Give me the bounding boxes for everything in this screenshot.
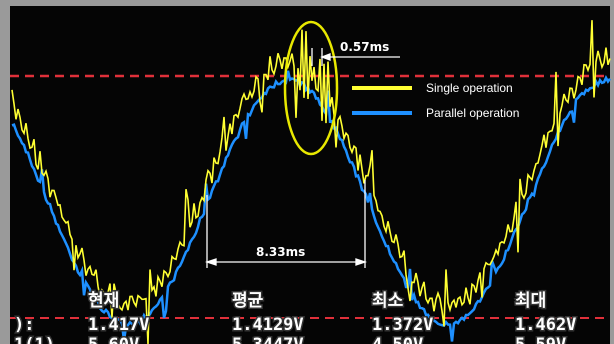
legend-label: Parallel operation xyxy=(426,106,519,120)
readout-value: 5.3447V xyxy=(232,335,304,344)
legend-label: Single operation xyxy=(426,81,513,95)
readout-value: 1.417V xyxy=(88,315,149,335)
readout-header: 평균 xyxy=(232,291,264,311)
readout-row-label: ): xyxy=(14,315,34,335)
half-period-label: 8.33ms xyxy=(256,245,305,259)
readout-value: 1.462V xyxy=(515,315,576,335)
readout-value: 4.50V xyxy=(372,335,423,344)
readout-row-label: 1(1) xyxy=(14,335,55,344)
readout-value: 5.60V xyxy=(88,335,139,344)
readout-value: 1.372V xyxy=(372,315,433,335)
readout-value: 1.4129V xyxy=(232,315,304,335)
pulse-width-label: 0.57ms xyxy=(340,40,389,54)
scope-screenshot: 0.57ms 8.33ms Single operation Parallel o… xyxy=(0,0,614,344)
readout-header: 최소 xyxy=(372,291,404,311)
readout-header: 현재 xyxy=(88,291,119,311)
readout-header: 최대 xyxy=(515,291,546,311)
readout-value: 5.59V xyxy=(515,335,566,344)
